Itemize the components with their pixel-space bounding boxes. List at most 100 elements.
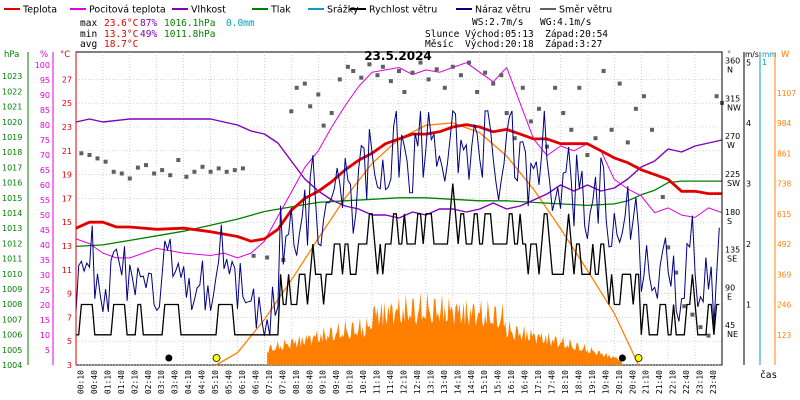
stats-min-press: 1011.8hPa bbox=[164, 29, 215, 40]
wind-tick: 4 bbox=[746, 119, 751, 128]
solar-tick: 615 bbox=[777, 210, 792, 219]
solar-tick: 123 bbox=[777, 331, 792, 340]
rain-tick: 1 bbox=[762, 58, 767, 67]
direction-compass: E bbox=[727, 292, 732, 301]
wind-direction-point bbox=[375, 73, 380, 78]
wind-direction-point bbox=[351, 69, 356, 73]
temp-tick: 11 bbox=[62, 266, 72, 275]
x-tick-label: 06:10 bbox=[238, 370, 247, 394]
wind-direction-point bbox=[79, 151, 84, 156]
x-tick-label: 10:40 bbox=[359, 370, 368, 394]
wind-direction-point bbox=[499, 73, 504, 78]
x-tick-label: 22:10 bbox=[669, 370, 678, 394]
wind-direction-point bbox=[135, 165, 140, 170]
x-tick-label: 06:40 bbox=[251, 370, 260, 394]
humidity-tick: 25 bbox=[40, 286, 50, 295]
temp-tick: 21 bbox=[62, 147, 72, 156]
x-tick-label: 12:40 bbox=[413, 370, 422, 394]
solar-tick: 492 bbox=[777, 240, 792, 249]
x-tick-label: 01:10 bbox=[103, 370, 112, 394]
x-tick-label: 10:10 bbox=[346, 370, 355, 394]
temp-tick: 7 bbox=[67, 313, 72, 322]
wind-direction-point bbox=[367, 62, 372, 67]
wind-direction-point bbox=[714, 94, 719, 99]
direction-tick: 135 bbox=[725, 246, 740, 255]
legend-label-direction: Směr větru bbox=[559, 5, 612, 16]
wind-direction-point bbox=[329, 111, 334, 115]
x-tick-label: 21:10 bbox=[642, 370, 651, 394]
direction-compass: SE bbox=[727, 255, 737, 264]
pressure-tick: 1004 bbox=[2, 361, 22, 370]
temp-tick: 23 bbox=[62, 123, 72, 132]
series-layer bbox=[75, 62, 723, 259]
pressure-tick: 1023 bbox=[2, 72, 22, 81]
moon-info: Měsíc Východ:20:18 Západ:3:27 bbox=[425, 39, 602, 50]
wind-direction-point bbox=[345, 64, 350, 69]
legend-label-rain: Srážky bbox=[327, 5, 359, 16]
x-tick-label: 01:40 bbox=[117, 370, 126, 394]
wind-direction-point bbox=[561, 111, 566, 115]
wg-text: WG:4.1m/s bbox=[540, 17, 591, 28]
wind-direction-layer bbox=[79, 60, 724, 338]
pressure-tick: 1008 bbox=[2, 300, 22, 309]
series-temp bbox=[75, 123, 722, 243]
x-tick-label: 07:10 bbox=[265, 370, 274, 394]
wind-tick: 1 bbox=[746, 301, 751, 310]
x-tick-label: 11:40 bbox=[386, 370, 395, 394]
wind-direction-point bbox=[537, 106, 541, 111]
solar-area bbox=[267, 292, 623, 365]
wind-direction-point bbox=[682, 304, 687, 309]
wind-direction-point bbox=[512, 136, 517, 141]
wind-direction-point bbox=[95, 156, 100, 161]
x-tick-label: 09:40 bbox=[332, 370, 341, 394]
direction-tick: 90 bbox=[725, 283, 735, 292]
solar-unit: W bbox=[781, 50, 790, 60]
series-gust bbox=[75, 109, 720, 337]
wind-direction-point bbox=[491, 81, 496, 86]
x-tick-label: 16:40 bbox=[521, 370, 530, 394]
direction-tick: 180 bbox=[725, 208, 740, 217]
humidity-tick: 40 bbox=[40, 241, 50, 250]
direction-compass: NW bbox=[727, 103, 741, 112]
wind-direction-point bbox=[674, 270, 679, 275]
wind-direction-point bbox=[388, 79, 393, 84]
humidity-tick: 85 bbox=[40, 106, 50, 115]
pressure-tick: 1020 bbox=[2, 118, 22, 127]
moonset-marker bbox=[165, 354, 173, 362]
series-pressure bbox=[75, 180, 722, 248]
legend-label-wind: Rychlost větru bbox=[369, 5, 437, 16]
solar-tick: 246 bbox=[777, 301, 792, 310]
solar-tick: 984 bbox=[777, 119, 792, 128]
wind-direction-point bbox=[442, 85, 447, 90]
x-tick-label: 19:40 bbox=[601, 370, 610, 394]
x-tick-label: 19:10 bbox=[588, 370, 597, 394]
legend-label-humidity: Vlhkost bbox=[191, 5, 226, 16]
stats-max-hum: 87% bbox=[140, 18, 157, 29]
humidity-tick: 60 bbox=[40, 181, 50, 190]
temp-unit: °C bbox=[60, 50, 70, 60]
wind-direction-point bbox=[265, 255, 270, 260]
pressure-tick: 1016 bbox=[2, 179, 22, 188]
direction-tick: 225 bbox=[725, 170, 740, 179]
direction-unit: ° bbox=[727, 50, 731, 60]
pressure-tick: 1022 bbox=[2, 87, 22, 96]
legend-label-gust: Náraz větru bbox=[475, 5, 531, 16]
temp-tick: 25 bbox=[62, 99, 72, 108]
stats-avg-temp: 18.7°C bbox=[104, 39, 138, 50]
date-title: 23.5.2024 bbox=[364, 49, 432, 63]
wind-direction-point bbox=[641, 94, 646, 99]
wind-direction-point bbox=[625, 140, 630, 145]
x-tick-label: 05:10 bbox=[211, 370, 220, 394]
wind-direction-point bbox=[690, 312, 695, 317]
wind-direction-point bbox=[426, 77, 431, 82]
wind-direction-point bbox=[450, 64, 455, 69]
wind-direction-point bbox=[337, 77, 342, 82]
wind-direction-point bbox=[410, 70, 415, 75]
wind-direction-point bbox=[168, 173, 173, 178]
humidity-tick: 70 bbox=[40, 151, 50, 160]
temp-tick: 13 bbox=[62, 242, 72, 251]
x-tick-label: 18:10 bbox=[561, 370, 570, 394]
wind-direction-point bbox=[617, 81, 622, 86]
x-tick-label: 14:40 bbox=[467, 370, 476, 394]
wind-direction-point bbox=[666, 245, 671, 250]
